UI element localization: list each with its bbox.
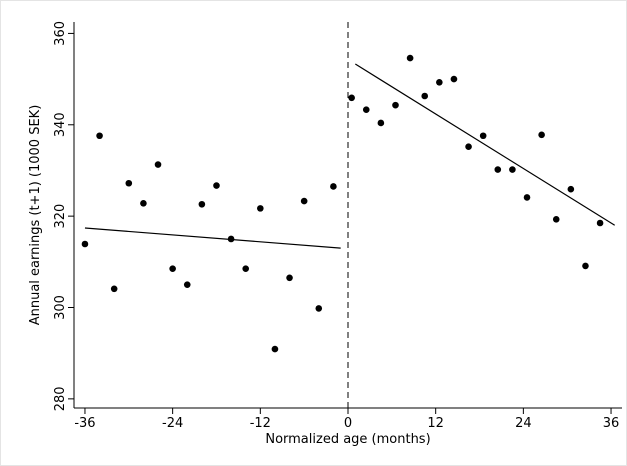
- point: [286, 274, 293, 282]
- y-tick-label: 340: [53, 112, 68, 137]
- point: [96, 132, 103, 140]
- point: [582, 262, 589, 270]
- x-tick-label: -24: [162, 416, 183, 431]
- y-axis-title: Annual earnings (t+1) (1000 SEK): [28, 105, 43, 326]
- fit-line: [84, 227, 341, 249]
- point: [538, 131, 545, 139]
- y-tick-label: 300: [53, 295, 68, 320]
- y-tick-label: 280: [53, 386, 68, 411]
- x-axis-title: Normalized age (months): [265, 432, 430, 447]
- point: [213, 182, 220, 189]
- point: [596, 219, 604, 227]
- point: [110, 285, 118, 293]
- point: [330, 183, 337, 190]
- point: [257, 205, 264, 212]
- point: [125, 179, 133, 187]
- point: [567, 185, 575, 193]
- point: [154, 161, 162, 168]
- fit-line: [354, 63, 616, 226]
- point: [183, 281, 191, 288]
- point: [406, 54, 414, 62]
- x-tick-label: 36: [603, 416, 620, 431]
- point: [552, 216, 560, 223]
- point: [377, 119, 385, 127]
- point: [465, 143, 472, 151]
- point: [509, 166, 516, 173]
- x-tick-label: 0: [344, 416, 352, 431]
- x-tick-label: -12: [250, 416, 271, 431]
- point: [81, 240, 89, 248]
- point: [436, 78, 443, 86]
- y-tick-label: 360: [53, 21, 68, 46]
- point: [198, 200, 206, 208]
- x-tick-label: -36: [74, 416, 95, 431]
- point: [169, 265, 176, 272]
- point: [421, 92, 429, 100]
- point: [242, 265, 250, 272]
- point: [348, 94, 355, 102]
- point: [450, 75, 458, 83]
- point: [479, 132, 487, 140]
- point: [300, 197, 308, 205]
- point: [523, 194, 531, 201]
- point: [392, 101, 399, 109]
- x-tick-label: 24: [515, 416, 532, 431]
- x-tick-label: 12: [427, 416, 444, 431]
- point: [271, 345, 279, 353]
- y-tick-label: 320: [53, 204, 68, 229]
- point: [362, 106, 370, 114]
- point: [140, 200, 147, 207]
- point: [315, 305, 323, 312]
- point: [494, 166, 502, 173]
